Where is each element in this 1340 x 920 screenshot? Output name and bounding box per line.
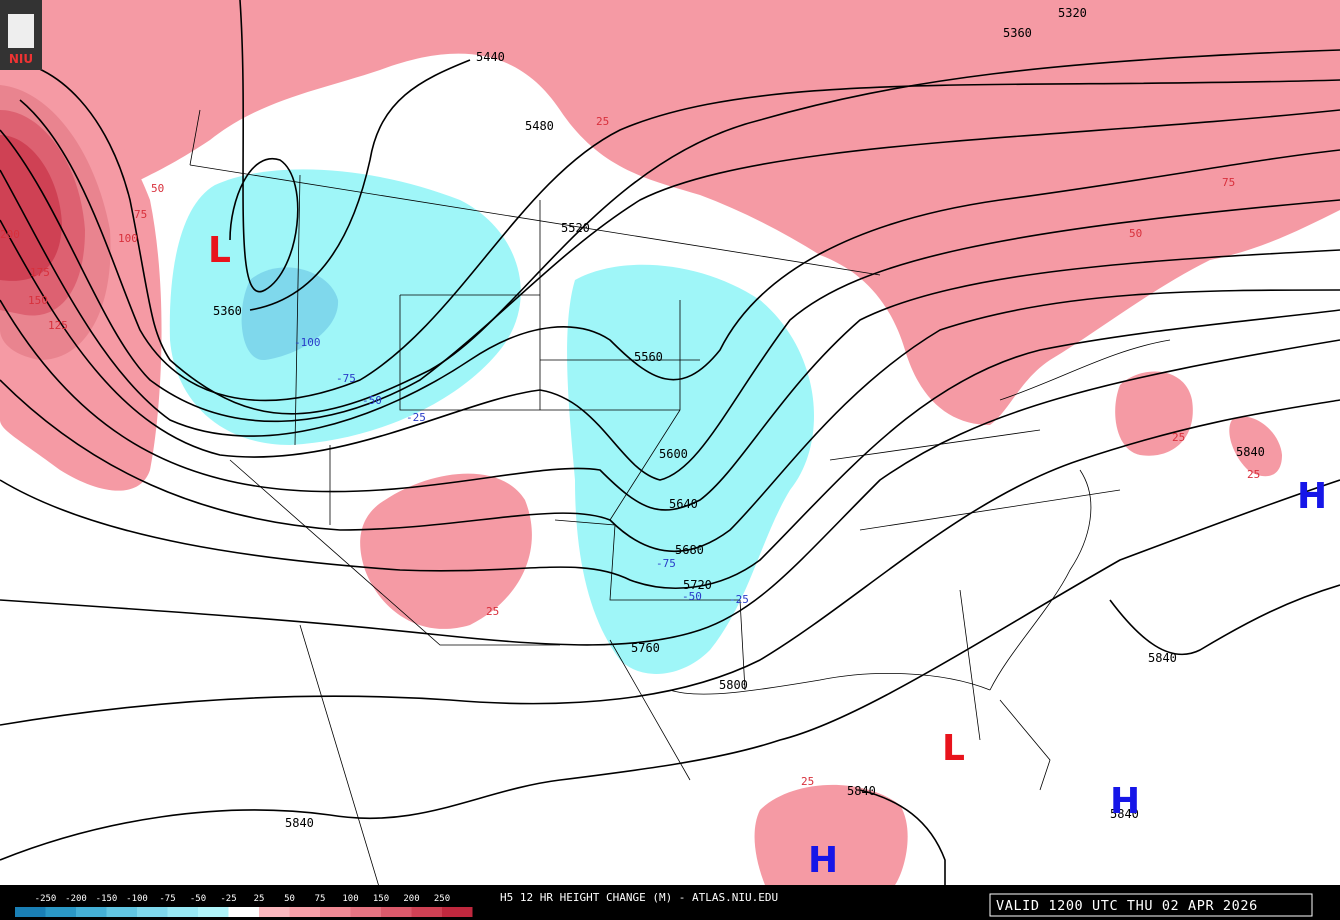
legend-swatch xyxy=(228,907,259,917)
height-label: 5600 xyxy=(659,447,688,461)
change-label: 75 xyxy=(134,208,147,221)
legend-swatch xyxy=(137,907,168,917)
logo-text: NIU xyxy=(9,52,33,66)
change-label: 150 xyxy=(28,294,48,307)
legend-label: 150 xyxy=(373,894,389,904)
legend-label: 200 xyxy=(403,894,419,904)
borders xyxy=(189,109,1171,891)
change-label: 50 xyxy=(1129,227,1142,240)
change-label: 25 xyxy=(1172,431,1185,444)
legend-label: -50 xyxy=(190,894,206,904)
change-label: -25 xyxy=(406,411,426,424)
legend-swatch xyxy=(198,907,229,917)
pressure-center: L xyxy=(942,728,965,769)
legend-label: -100 xyxy=(126,894,148,904)
logo-tower xyxy=(8,14,34,48)
logo: NIU xyxy=(0,0,42,70)
change-label: -100 xyxy=(294,336,321,349)
change-label: 25 xyxy=(596,115,609,128)
legend-swatch xyxy=(45,907,76,917)
change-label: 175 xyxy=(30,266,50,279)
height-label: 5360 xyxy=(213,304,242,318)
legend-swatch xyxy=(259,907,290,917)
change-label: 25 xyxy=(801,775,814,788)
change-label: 50 xyxy=(151,182,164,195)
change-label: 100 xyxy=(118,232,138,245)
change-label: 200 xyxy=(0,228,20,241)
legend-label: 50 xyxy=(284,894,295,904)
height-label: 5520 xyxy=(561,221,590,235)
height-label: 5640 xyxy=(669,497,698,511)
legend-label: 75 xyxy=(315,894,326,904)
height-label: 5800 xyxy=(719,678,748,692)
height-label: 5840 xyxy=(1110,807,1139,821)
map-labels: 5320 5360 5440 5480 5520 5360 5560 5600 5640 5680… xyxy=(0,6,1327,881)
change-label: 25 xyxy=(486,605,499,618)
legend-swatch xyxy=(442,907,473,917)
change-label: -50 xyxy=(682,590,702,603)
legend-swatch xyxy=(289,907,320,917)
change-label: -50 xyxy=(362,394,382,407)
change-label: -75 xyxy=(656,557,676,570)
height-label: 5840 xyxy=(1236,445,1265,459)
legend-swatch xyxy=(106,907,137,917)
change-label: -25 xyxy=(729,593,749,606)
pressure-center: H xyxy=(808,840,838,881)
valid-box xyxy=(989,893,1313,917)
legend-swatch xyxy=(381,907,412,917)
legend-label: -200 xyxy=(65,894,87,904)
pressure-center: H xyxy=(1297,476,1327,517)
height-label: 5840 xyxy=(285,816,314,830)
change-label: -75 xyxy=(336,372,356,385)
legend-swatch xyxy=(15,907,46,917)
height-contours xyxy=(0,0,1340,885)
legend-label: -75 xyxy=(159,894,175,904)
footer-title: H5 12 HR HEIGHT CHANGE (M) - ATLAS.NIU.E… xyxy=(500,891,778,904)
pressure-center: H xyxy=(1110,781,1140,822)
rise-shading xyxy=(0,0,1340,885)
height-label: 5560 xyxy=(634,350,663,364)
height-label: 5760 xyxy=(631,641,660,655)
height-label: 5320 xyxy=(1058,6,1087,20)
color-legend: -250 -200 -150 -100 -75 -50 -25 25 50 75 100 150 200… xyxy=(15,894,473,917)
height-label: 5480 xyxy=(525,119,554,133)
legend-swatch xyxy=(350,907,381,917)
fall-shading xyxy=(169,169,814,674)
height-label: 5440 xyxy=(476,50,505,64)
legend-label: -250 xyxy=(35,894,57,904)
legend-label: -150 xyxy=(96,894,118,904)
change-label: 25 xyxy=(1247,468,1260,481)
legend-swatch xyxy=(411,907,442,917)
pressure-center: L xyxy=(208,230,231,271)
legend-swatch xyxy=(167,907,198,917)
legend-swatch xyxy=(320,907,351,917)
legend-label: 250 xyxy=(434,894,450,904)
change-label: 75 xyxy=(1222,176,1235,189)
change-label: 125 xyxy=(48,319,68,332)
height-label: 5720 xyxy=(683,578,712,592)
height-label: 5360 xyxy=(1003,26,1032,40)
height-label: 5840 xyxy=(847,784,876,798)
height-label: 5680 xyxy=(675,543,704,557)
legend-label: -25 xyxy=(220,894,236,904)
legend-label: 25 xyxy=(254,894,265,904)
legend-label: 100 xyxy=(342,894,358,904)
height-label: 5840 xyxy=(1148,651,1177,665)
valid-time: VALID 1200 UTC THU 02 APR 2026 xyxy=(996,898,1258,914)
legend-swatch xyxy=(76,907,107,917)
